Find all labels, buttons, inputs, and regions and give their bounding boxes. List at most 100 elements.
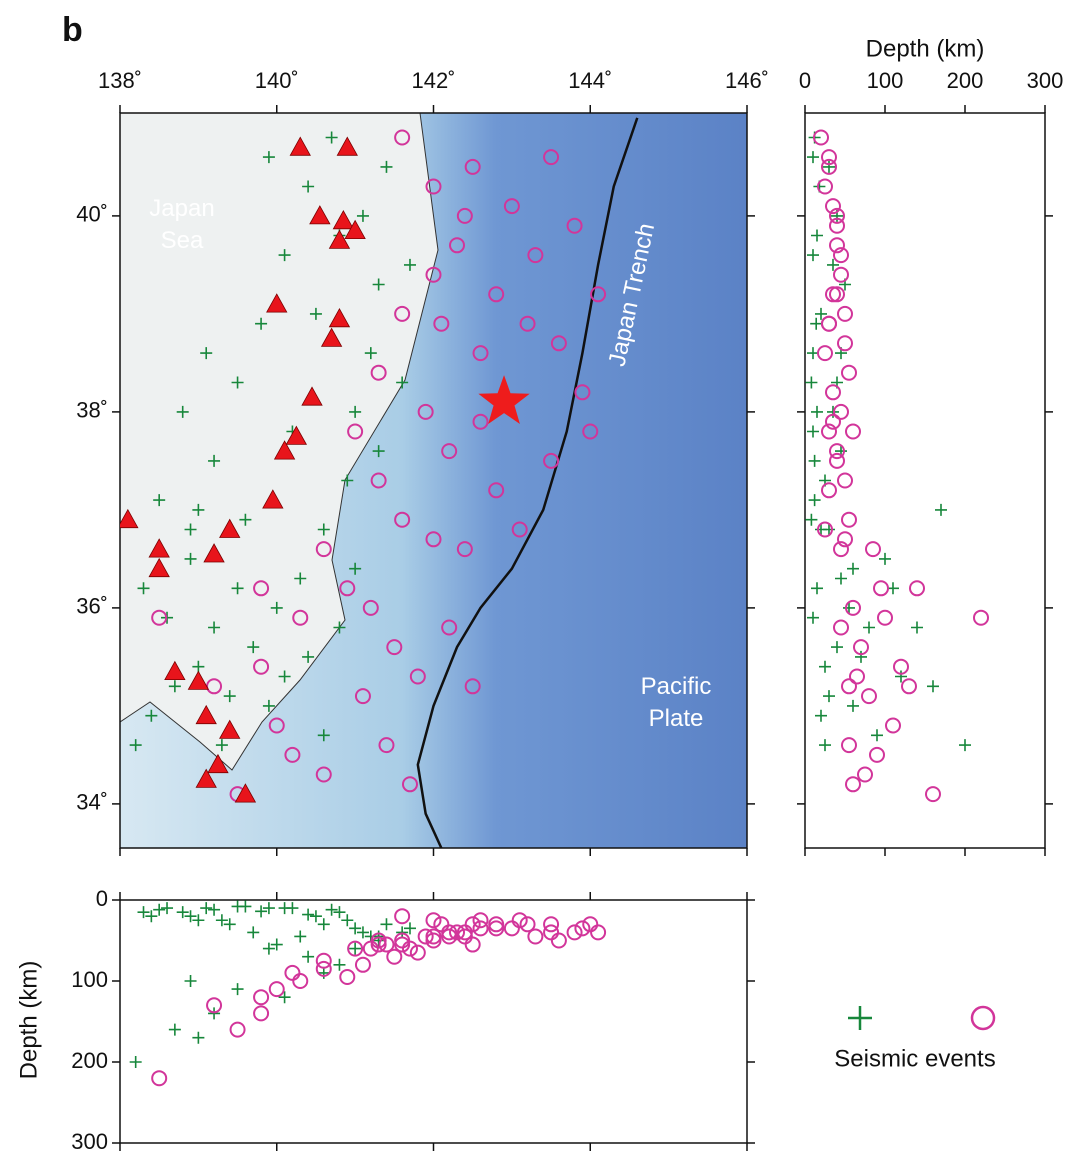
x-tick-label: 140˚ bbox=[255, 68, 299, 93]
event-circle bbox=[834, 268, 848, 282]
event-circle bbox=[862, 689, 876, 703]
event-circle bbox=[842, 738, 856, 752]
event-plus bbox=[326, 904, 338, 916]
event-plus bbox=[130, 1056, 142, 1068]
event-circle bbox=[270, 982, 284, 996]
event-circle bbox=[505, 921, 519, 935]
event-circle bbox=[552, 934, 566, 948]
depth-tick-label: 300 bbox=[1027, 68, 1064, 93]
event-circle bbox=[231, 1023, 245, 1037]
event-plus bbox=[161, 902, 173, 914]
event-plus bbox=[239, 900, 251, 912]
event-plus bbox=[927, 680, 939, 692]
event-plus bbox=[879, 553, 891, 565]
event-plus bbox=[185, 975, 197, 987]
event-plus bbox=[809, 455, 821, 467]
event-plus bbox=[349, 943, 361, 955]
panel-label: b bbox=[62, 11, 83, 49]
event-plus bbox=[835, 573, 847, 585]
event-plus bbox=[847, 563, 859, 575]
event-plus bbox=[871, 729, 883, 741]
depth-tick-label: 200 bbox=[947, 68, 984, 93]
event-circle bbox=[886, 719, 900, 733]
depth-tick-label: 0 bbox=[96, 886, 108, 911]
event-circle bbox=[858, 768, 872, 782]
event-plus bbox=[333, 906, 345, 918]
event-plus bbox=[847, 700, 859, 712]
event-plus bbox=[247, 926, 259, 938]
event-plus bbox=[200, 902, 212, 914]
x-tick-label: 142˚ bbox=[411, 68, 455, 93]
event-circle bbox=[254, 1006, 268, 1020]
event-plus bbox=[208, 1007, 220, 1019]
event-circle bbox=[591, 925, 605, 939]
event-circle bbox=[818, 346, 832, 360]
event-circle bbox=[850, 670, 864, 684]
event-circle bbox=[830, 454, 844, 468]
event-plus bbox=[310, 910, 322, 922]
event-circle bbox=[838, 336, 852, 350]
event-circle bbox=[544, 917, 558, 931]
event-plus bbox=[935, 504, 947, 516]
event-plus bbox=[831, 641, 843, 653]
event-circle bbox=[866, 542, 880, 556]
event-plus bbox=[805, 377, 817, 389]
event-circle bbox=[838, 307, 852, 321]
depth-axis-title: Depth (km) bbox=[15, 961, 42, 1080]
event-plus bbox=[863, 622, 875, 634]
map-background bbox=[120, 113, 747, 848]
event-circle bbox=[340, 970, 354, 984]
event-circle bbox=[926, 787, 940, 801]
y-tick-label: 38˚ bbox=[76, 398, 108, 423]
depth-tick-label: 100 bbox=[867, 68, 904, 93]
event-circle bbox=[878, 611, 892, 625]
event-plus bbox=[169, 1024, 181, 1036]
event-circle bbox=[846, 777, 860, 791]
event-plus bbox=[208, 904, 220, 916]
event-circle bbox=[356, 958, 370, 972]
legend-plus bbox=[848, 1006, 872, 1030]
legend-circle bbox=[972, 1007, 994, 1029]
event-plus bbox=[819, 661, 831, 673]
event-circle bbox=[822, 483, 836, 497]
event-plus bbox=[807, 151, 819, 163]
y-tick-label: 34˚ bbox=[76, 790, 108, 815]
event-circle bbox=[910, 581, 924, 595]
event-plus bbox=[302, 951, 314, 963]
event-plus bbox=[279, 991, 291, 1003]
event-plus bbox=[807, 426, 819, 438]
event-plus bbox=[294, 930, 306, 942]
event-circle bbox=[902, 679, 916, 693]
event-circle bbox=[466, 938, 480, 952]
depth-tick-label: 0 bbox=[799, 68, 811, 93]
y-tick-label: 36˚ bbox=[76, 594, 108, 619]
event-circle bbox=[395, 909, 409, 923]
event-plus bbox=[811, 230, 823, 242]
depth-tick-label: 100 bbox=[71, 967, 108, 992]
event-plus bbox=[286, 902, 298, 914]
event-plus bbox=[341, 914, 353, 926]
event-plus bbox=[805, 514, 817, 526]
event-plus bbox=[911, 622, 923, 634]
event-circle bbox=[846, 425, 860, 439]
event-plus bbox=[333, 959, 345, 971]
event-plus bbox=[302, 909, 314, 921]
event-plus bbox=[318, 918, 330, 930]
x-tick-label: 146˚ bbox=[725, 68, 769, 93]
event-plus bbox=[811, 406, 823, 418]
event-circle bbox=[842, 679, 856, 693]
x-tick-label: 144˚ bbox=[568, 68, 612, 93]
legend-label: Seismic events bbox=[834, 1045, 995, 1072]
page: {"chart_data": { "type": "scatter", "pan… bbox=[0, 0, 1077, 1160]
event-plus bbox=[819, 739, 831, 751]
event-circle bbox=[874, 581, 888, 595]
event-plus bbox=[823, 690, 835, 702]
figure: b Depth (km) Depth (km) Seismic events 1… bbox=[0, 0, 1077, 1160]
y-tick-label: 40˚ bbox=[76, 202, 108, 227]
event-plus bbox=[153, 904, 165, 916]
depth-tick-label: 300 bbox=[71, 1129, 108, 1154]
event-plus bbox=[823, 524, 835, 536]
event-plus bbox=[232, 983, 244, 995]
event-circle bbox=[842, 366, 856, 380]
event-circle bbox=[842, 513, 856, 527]
